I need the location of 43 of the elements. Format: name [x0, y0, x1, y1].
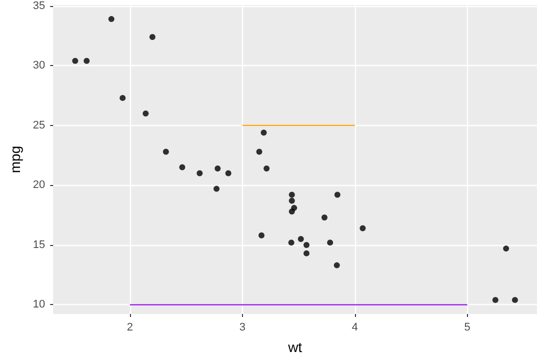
point	[298, 236, 304, 242]
point	[225, 170, 232, 176]
point	[288, 192, 295, 198]
point	[264, 165, 270, 172]
point	[72, 58, 78, 64]
point	[288, 198, 295, 204]
point	[162, 148, 169, 155]
point	[303, 242, 310, 248]
point	[142, 110, 149, 116]
point	[360, 225, 366, 232]
point	[84, 58, 90, 64]
point	[334, 262, 340, 268]
point	[214, 186, 220, 192]
point	[288, 208, 295, 214]
y-tick-label: 30	[32, 60, 46, 72]
point	[108, 16, 114, 22]
x-tick-label: 2	[126, 322, 133, 334]
point	[492, 296, 498, 303]
x-tick-label: 4	[352, 322, 358, 334]
point	[327, 240, 334, 246]
point	[258, 232, 264, 238]
point	[503, 246, 510, 252]
point	[512, 296, 518, 303]
x-axis-title: wt	[287, 339, 302, 355]
y-tick-label: 20	[32, 179, 46, 192]
point	[149, 34, 156, 40]
point	[303, 250, 310, 256]
y-tick-label: 15	[32, 238, 46, 251]
point	[256, 148, 262, 155]
x-tick-label: 5	[464, 322, 470, 334]
y-tick-label: 35	[32, 0, 46, 12]
y-tick-label: 10	[32, 298, 46, 311]
point	[120, 94, 126, 101]
point	[334, 192, 340, 198]
point	[288, 240, 294, 246]
point	[214, 165, 221, 172]
point	[179, 164, 186, 170]
y-axis-title: mpg	[7, 146, 23, 174]
point	[321, 214, 328, 220]
point	[196, 170, 203, 176]
y-tick-label: 25	[32, 119, 46, 132]
point	[260, 130, 267, 136]
x-tick-label: 3	[239, 322, 246, 334]
